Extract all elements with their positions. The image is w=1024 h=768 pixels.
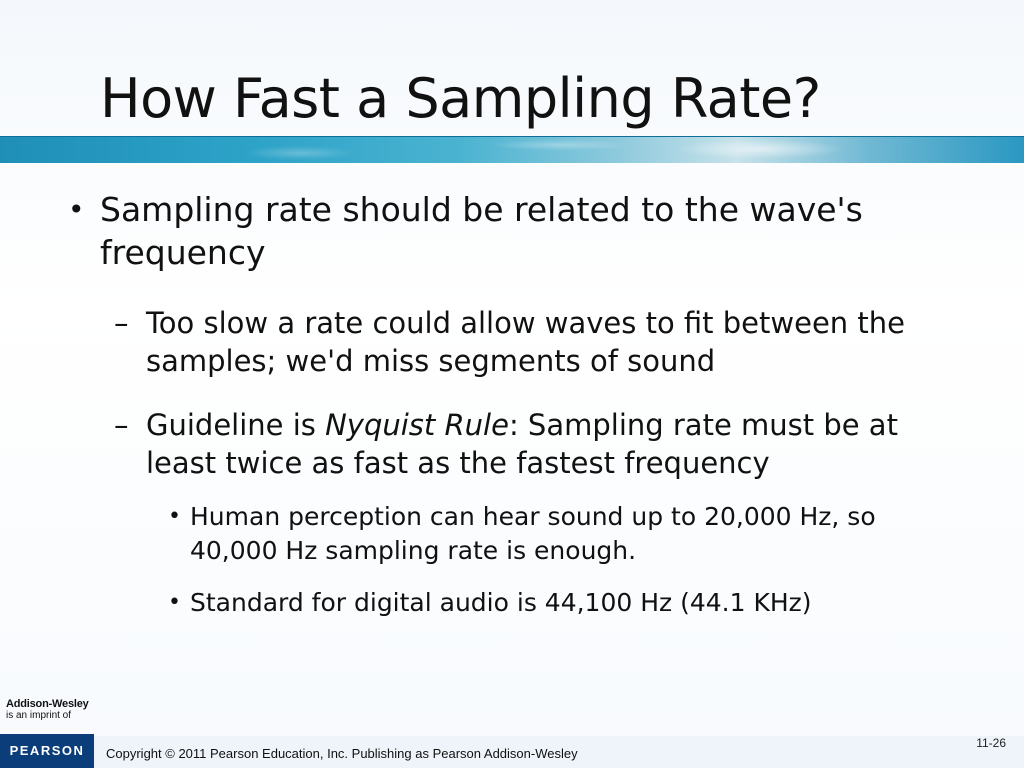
bullet-text-suffix: : Sampling rate must be at least twice a… [146, 408, 898, 480]
bullet-dot-icon: • [168, 504, 181, 529]
bullet-text: Sampling rate should be related to the w… [100, 190, 863, 272]
slide-number: 11-26 [976, 736, 1006, 750]
bullet-text: Standard for digital audio is 44,100 Hz … [190, 588, 812, 617]
brand-tagline: is an imprint of [6, 710, 72, 721]
nyquist-rule-emphasis: Nyquist Rule [325, 408, 509, 442]
bullet-level3-human-perception: • Human perception can hear sound up to … [168, 500, 950, 568]
bullet-level1: • Sampling rate should be related to the… [68, 188, 900, 274]
footer-band [0, 736, 1024, 768]
bullet-level2-nyquist-rule: – Guideline is Nyquist Rule: Sampling ra… [114, 406, 976, 482]
bullet-dash-icon: – [114, 306, 129, 340]
header-water-banner [0, 136, 1024, 163]
bullet-dot-icon: • [168, 590, 181, 615]
bullet-level3-digital-audio-standard: • Standard for digital audio is 44,100 H… [168, 586, 950, 620]
bullet-text: Human perception can hear sound up to 20… [190, 502, 876, 565]
pearson-logo: PEARSON [0, 734, 94, 768]
bullet-level2-sampling-too-slow: – Too slow a rate could allow waves to f… [114, 304, 976, 380]
bullet-dash-icon: – [114, 408, 129, 442]
addison-wesley-logo: Addison-Wesley is an imprint of [6, 698, 116, 722]
copyright-notice: Copyright © 2011 Pearson Education, Inc.… [106, 746, 578, 761]
brand-name: Addison-Wesley [6, 698, 89, 710]
slide-title: How Fast a Sampling Rate? [100, 67, 821, 131]
bullet-text-prefix: Guideline is [146, 408, 326, 442]
bullet-dot-icon: • [68, 193, 85, 226]
bullet-text: Too slow a rate could allow waves to fit… [146, 306, 905, 378]
